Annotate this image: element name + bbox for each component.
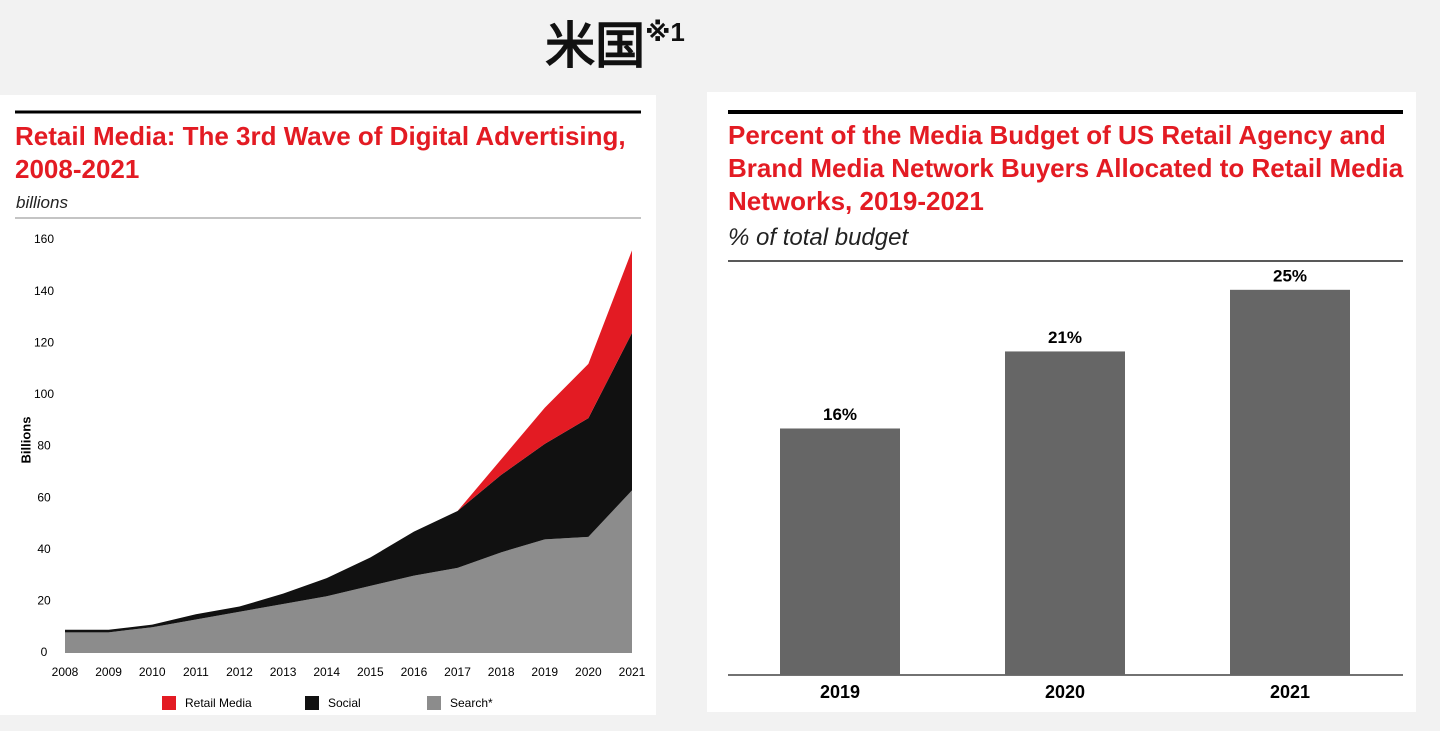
x-tick-label: 2020 — [575, 665, 602, 679]
area — [65, 332, 632, 633]
legend-label: Search* — [450, 696, 493, 710]
chart-subtitle: % of total budget — [728, 224, 909, 251]
x-tick-label: 2015 — [357, 665, 384, 679]
y-axis-label: Billions — [18, 417, 33, 464]
bar — [1230, 289, 1350, 675]
x-tick-label: 2013 — [270, 665, 297, 679]
x-tick-label: 2018 — [488, 665, 515, 679]
title-text: 米国 — [545, 18, 646, 74]
page-title: 米国※1 — [0, 6, 1230, 78]
x-tick-label: 2014 — [313, 665, 340, 679]
x-tick-label: 2019 — [531, 665, 558, 679]
y-tick-label: 160 — [34, 232, 54, 246]
value-label: 25% — [1273, 266, 1307, 285]
legend-label: Social — [328, 696, 361, 710]
value-label: 21% — [1048, 328, 1082, 347]
x-tick-label: 2021 — [619, 665, 646, 679]
x-tick-label: 2019 — [820, 682, 860, 702]
legend-label: Retail Media — [185, 696, 252, 710]
y-tick-label: 100 — [34, 387, 54, 401]
area — [65, 490, 632, 653]
x-tick-label: 2021 — [1270, 682, 1310, 702]
x-tick-label: 2012 — [226, 665, 253, 679]
y-tick-label: 80 — [37, 439, 51, 453]
legend-swatch — [427, 696, 441, 710]
chart-title: Percent of the Media Budget of US Retail… — [728, 120, 1404, 216]
x-tick-label: 2010 — [139, 665, 166, 679]
chart-subtitle: billions — [16, 193, 68, 212]
x-tick-label: 2011 — [183, 665, 209, 679]
y-tick-label: 120 — [34, 335, 54, 349]
y-tick-label: 40 — [37, 542, 51, 556]
area — [457, 250, 632, 512]
x-tick-label: 2016 — [401, 665, 428, 679]
bar — [1005, 351, 1125, 675]
title-note: ※1 — [645, 17, 685, 47]
legend-swatch — [305, 696, 319, 710]
legend-swatch — [162, 696, 176, 710]
bar — [780, 428, 900, 675]
value-label: 16% — [823, 405, 857, 424]
x-tick-label: 2020 — [1045, 682, 1085, 702]
y-tick-label: 20 — [37, 594, 51, 608]
y-tick-label: 140 — [34, 284, 54, 298]
y-tick-label: 0 — [41, 645, 48, 659]
x-tick-label: 2017 — [444, 665, 471, 679]
x-tick-label: 2009 — [95, 665, 122, 679]
y-tick-label: 60 — [37, 490, 51, 504]
chart-title: Retail Media: The 3rd Wave of Digital Ad… — [15, 121, 626, 184]
x-tick-label: 2008 — [52, 665, 79, 679]
